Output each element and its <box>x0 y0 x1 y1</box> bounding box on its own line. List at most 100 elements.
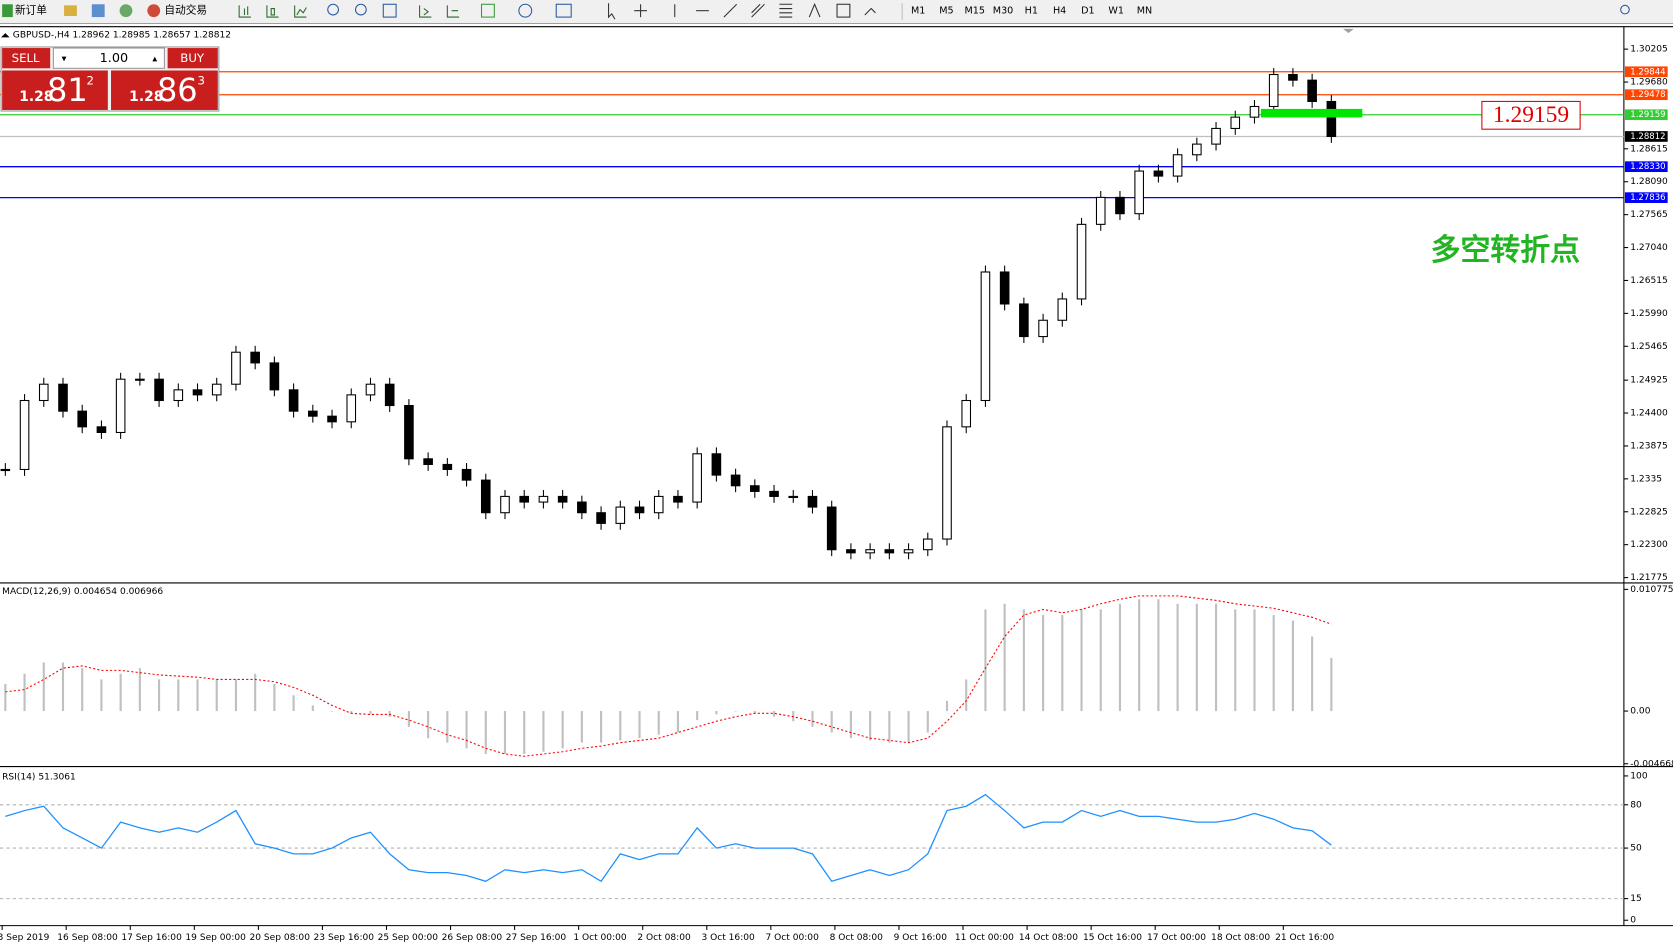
timeframe-button[interactable]: MN <box>1137 6 1152 17</box>
label-tool[interactable] <box>836 3 851 18</box>
buy-price-box[interactable] <box>111 70 218 110</box>
sell-price-box[interactable] <box>2 70 108 110</box>
macd-bar <box>465 711 468 749</box>
candle-body <box>1153 170 1164 177</box>
y-tick-label: 1.21775 <box>1630 573 1667 583</box>
y-tick-label: 0.010775 <box>1630 585 1673 595</box>
timeframe-button[interactable]: M15 <box>965 6 986 17</box>
timeframe-button[interactable]: D1 <box>1081 6 1095 17</box>
bar-chart-tool[interactable] <box>238 5 251 18</box>
periods[interactable] <box>518 3 533 18</box>
macd-bar <box>407 711 410 727</box>
time-label: 25 Sep 00:00 <box>378 933 439 943</box>
candle-body <box>653 495 664 514</box>
candle-body <box>154 378 164 402</box>
new-order-button[interactable]: 新订单 <box>15 4 47 17</box>
sell-price-sup[interactable]: 2 <box>86 74 93 88</box>
y-tick-label: -0.004668 <box>1630 759 1673 769</box>
plot-area: 3 Sep 2019 16 Sep 08:00 17 Sep 16:00 19 Sep… <box>0 45 1673 943</box>
timeframe-button[interactable]: M5 <box>939 6 953 17</box>
candle-body <box>1134 170 1144 215</box>
volume-input[interactable] <box>52 47 165 69</box>
macd-bar <box>849 711 852 739</box>
macd-bar <box>4 683 7 712</box>
y-tick-label: 1.22825 <box>1630 507 1667 517</box>
volume-up[interactable]: ▴ <box>152 54 157 65</box>
macd-bar <box>753 711 756 714</box>
auto-trading-icon[interactable] <box>147 4 161 18</box>
chart-shift[interactable] <box>446 5 460 18</box>
candle-body <box>77 410 88 428</box>
tile-windows[interactable] <box>382 3 397 18</box>
buy-button[interactable] <box>167 48 218 69</box>
macd-bar <box>965 679 968 712</box>
sell-price-big[interactable]: 1.28 <box>19 89 53 105</box>
macd-bar <box>330 711 334 712</box>
y-tick-label: 1.27040 <box>1630 243 1668 253</box>
candle-body <box>922 538 933 551</box>
fibo-tool[interactable] <box>779 3 793 18</box>
timeframe-button[interactable]: M1 <box>911 6 925 17</box>
buy-price-big[interactable]: 1.28 <box>129 89 163 105</box>
price-tag-label: 1.28330 <box>1630 162 1665 172</box>
macd-bar <box>1234 609 1237 712</box>
tool-icon[interactable] <box>64 5 77 17</box>
auto-scroll[interactable] <box>419 5 432 18</box>
buy-price-sup[interactable]: 3 <box>198 74 205 88</box>
zoom-out[interactable] <box>354 3 367 16</box>
text-tool[interactable] <box>808 2 821 18</box>
sell-button[interactable] <box>2 48 51 69</box>
macd-bar <box>254 673 257 712</box>
time-label: 20 Sep 08:00 <box>249 933 310 943</box>
macd-bar <box>1080 609 1083 712</box>
y-tick-label: 1.23875 <box>1630 441 1667 451</box>
sell-price-main[interactable]: 81 <box>47 71 88 109</box>
new-order-icon[interactable] <box>2 4 13 18</box>
volume-value[interactable]: 1.00 <box>100 51 128 66</box>
macd-bar <box>427 711 430 739</box>
toolbar: 新订单 自动交易 <box>0 0 1673 25</box>
tool-icon[interactable] <box>119 4 133 18</box>
candle-body <box>480 479 491 514</box>
time-label: 19 Sep 00:00 <box>185 933 246 943</box>
macd-bar <box>61 662 65 712</box>
candle-body <box>1211 127 1221 145</box>
timeframe-button[interactable]: H4 <box>1053 6 1066 17</box>
time-label: 15 Oct 16:00 <box>1083 933 1142 943</box>
candle-body <box>404 404 414 460</box>
price-tag <box>1624 109 1668 121</box>
time-label: 3 Sep 2019 <box>0 933 50 943</box>
macd-bar <box>100 679 103 712</box>
time-label: 3 Oct 16:00 <box>701 933 755 943</box>
trendline-tool[interactable] <box>723 3 738 18</box>
tool-icon[interactable] <box>91 4 105 18</box>
cursor-tool[interactable] <box>608 3 616 20</box>
candle-body <box>288 389 299 412</box>
crosshair-tool[interactable] <box>634 4 647 18</box>
collapse-arrow <box>1 33 10 38</box>
candle-tool[interactable] <box>266 5 279 18</box>
zoom-in[interactable] <box>327 3 339 16</box>
macd-bar <box>1022 609 1025 712</box>
auto-trading-button[interactable]: 自动交易 <box>164 4 207 17</box>
timeframe-button[interactable]: M30 <box>993 6 1014 17</box>
indicators[interactable] <box>480 3 495 18</box>
macd-bar <box>158 679 161 712</box>
indicator-title: MACD(12,26,9) 0.004654 0.006966 <box>2 587 163 597</box>
timeframe-button[interactable]: H1 <box>1025 6 1038 17</box>
buy-label[interactable]: BUY <box>180 51 205 65</box>
channel-tool[interactable] <box>751 3 765 18</box>
line-tool[interactable] <box>294 5 307 18</box>
templates[interactable] <box>555 3 572 18</box>
buy-price-main[interactable]: 86 <box>157 71 198 109</box>
timeframe-button[interactable]: W1 <box>1108 6 1124 17</box>
arrow-tool[interactable] <box>864 7 876 16</box>
y-tick-label: 100 <box>1630 771 1648 781</box>
macd-bar <box>1061 615 1064 712</box>
volume-down[interactable]: ▾ <box>62 54 67 65</box>
candle-body <box>96 426 107 434</box>
macd-bar <box>311 705 314 712</box>
macd-bar <box>945 700 949 712</box>
search[interactable] <box>1620 4 1630 15</box>
sell-label[interactable]: SELL <box>12 51 40 65</box>
